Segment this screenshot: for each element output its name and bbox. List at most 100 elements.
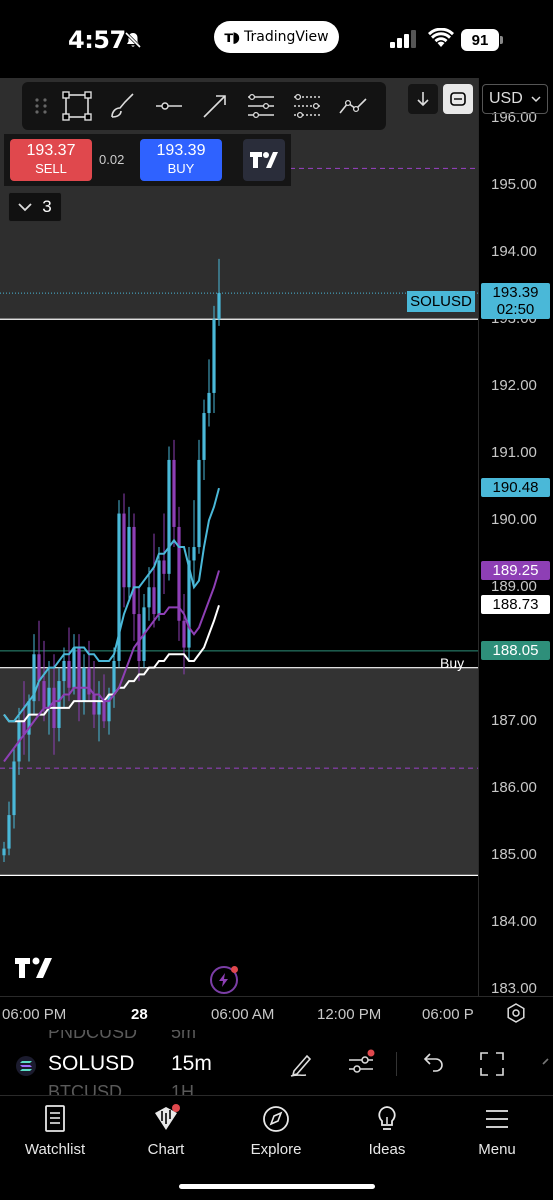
candlestick-chart[interactable] <box>0 78 478 996</box>
spread-value: 0.02 <box>99 152 125 167</box>
undo-icon[interactable] <box>417 1049 447 1079</box>
candle-body <box>187 560 191 648</box>
quick-action-button[interactable] <box>210 966 238 994</box>
nav-watchlist[interactable]: Watchlist <box>5 1104 105 1158</box>
candle-body <box>207 392 211 414</box>
buy-button[interactable]: 193.39 BUY <box>140 139 222 181</box>
currency-select[interactable]: USD <box>482 84 548 114</box>
candle-body <box>57 681 61 728</box>
currency-value: USD <box>489 90 523 107</box>
candle-body <box>157 560 161 615</box>
hamburger-icon <box>486 1110 508 1128</box>
lower-zone <box>0 667 478 876</box>
price-tick: 184.00 <box>491 913 537 931</box>
nav-explore[interactable]: Explore <box>226 1104 326 1158</box>
ma-mid-line <box>3 570 220 763</box>
alert-dot <box>231 966 238 973</box>
chart-canvas[interactable] <box>0 78 478 996</box>
candle-body <box>172 459 176 527</box>
brush-tool-icon[interactable] <box>100 86 146 126</box>
status-bar: 4:57 ᴛ◗ TradingView 91 <box>0 0 553 78</box>
indicators-icon[interactable] <box>346 1049 376 1079</box>
time-axis[interactable]: 06:00 PM 28 06:00 AM 12:00 PM 06:00 P <box>0 996 553 1030</box>
ma-fast-line <box>3 487 220 723</box>
price-tick: 191.00 <box>491 444 537 462</box>
sell-label: SELL <box>35 161 67 176</box>
arrow-tool-icon[interactable] <box>192 86 238 126</box>
price-tick: 195.00 <box>491 176 537 194</box>
symbol-selector[interactable]: SOLUSD <box>48 1052 135 1075</box>
pitchfork-tool-icon[interactable] <box>284 86 330 126</box>
fullscreen-button[interactable] <box>443 84 473 114</box>
expand-icon[interactable] <box>477 1049 507 1079</box>
path-tool-icon[interactable] <box>330 86 376 126</box>
home-indicator[interactable] <box>179 1184 375 1189</box>
buy-line-label[interactable]: Buy <box>440 655 465 671</box>
candle-body <box>97 701 101 715</box>
rectangle-tool-icon[interactable] <box>54 86 100 126</box>
ghost-symbol: BTCUSD <box>48 1082 123 1096</box>
tradingview-watermark-icon <box>15 957 52 978</box>
lightbulb-icon <box>378 1106 396 1130</box>
nav-menu[interactable]: Menu <box>447 1104 547 1158</box>
price-axis[interactable]: 196.00195.00194.00193.00192.00191.00190.… <box>478 78 553 998</box>
candle-body <box>197 459 201 548</box>
candle-body <box>22 721 26 735</box>
candle-body <box>167 459 171 574</box>
price-tick: 189.00 <box>491 578 537 596</box>
trade-panel: 193.37 SELL 0.02 193.39 BUY <box>4 134 291 186</box>
drawing-pen-icon[interactable] <box>287 1049 317 1079</box>
broker-button[interactable] <box>243 139 285 181</box>
interval-selector[interactable]: 15m <box>171 1052 212 1075</box>
chart-settings-icon[interactable] <box>505 1002 527 1024</box>
chevron-down-icon <box>531 96 541 103</box>
candle-body <box>87 667 91 695</box>
sell-button[interactable]: 193.37 SELL <box>10 139 92 181</box>
candle-body <box>162 560 166 574</box>
scroll-down-button[interactable] <box>408 84 438 114</box>
buy-price: 193.39 <box>156 142 206 159</box>
candle-body <box>67 660 71 688</box>
tradingview-logo-icon: ᴛ◗ <box>224 28 240 46</box>
price-tick: 183.00 <box>491 980 537 998</box>
candle-body <box>107 694 111 722</box>
last-price-tag: 193.39 02:50 <box>481 283 550 320</box>
candle-body <box>62 660 66 682</box>
indicators-toggle[interactable]: 3 <box>8 192 62 222</box>
candle-body <box>47 687 51 708</box>
time-tick: 06:00 PM <box>2 1006 67 1023</box>
horizontal-line-tool-icon[interactable] <box>146 86 192 126</box>
cellular-signal-icon <box>390 30 416 48</box>
ma-mid-price-tag: 189.25 <box>481 560 550 580</box>
candle-body <box>202 413 206 460</box>
candle-body <box>177 526 181 621</box>
time-tick: 06:00 AM <box>211 1006 275 1023</box>
nav-ideas[interactable]: Ideas <box>337 1104 437 1158</box>
candle-body <box>182 620 186 648</box>
nav-chart[interactable]: Chart <box>116 1104 216 1158</box>
fib-tool-icon[interactable] <box>238 86 284 126</box>
candle-body <box>112 660 116 695</box>
candle-body <box>27 701 31 735</box>
drawing-toolbar <box>22 82 386 130</box>
grip-icon[interactable] <box>30 96 54 116</box>
nav-label: Watchlist <box>24 1141 86 1158</box>
candle-body <box>77 647 81 702</box>
symbol-price-label: SOLUSD <box>407 291 475 312</box>
candle-body <box>132 526 136 615</box>
more-icon[interactable] <box>540 1049 553 1079</box>
ghost-interval: 1H <box>171 1082 195 1096</box>
candle-body <box>72 647 76 688</box>
candle-body <box>147 587 151 608</box>
candle-body <box>122 513 126 588</box>
price-tick: 192.00 <box>491 377 537 395</box>
indicators-count: 3 <box>42 197 52 216</box>
buy-label: BUY <box>167 161 195 176</box>
candle-body <box>7 815 11 849</box>
tradingview-logo-icon <box>250 152 278 168</box>
candle-body <box>217 293 221 320</box>
compass-icon <box>263 1106 289 1132</box>
nav-label: Ideas <box>368 1141 406 1158</box>
ma-slow-price-tag: 188.73 <box>481 595 550 615</box>
app-pill[interactable]: ᴛ◗ TradingView <box>214 21 339 53</box>
